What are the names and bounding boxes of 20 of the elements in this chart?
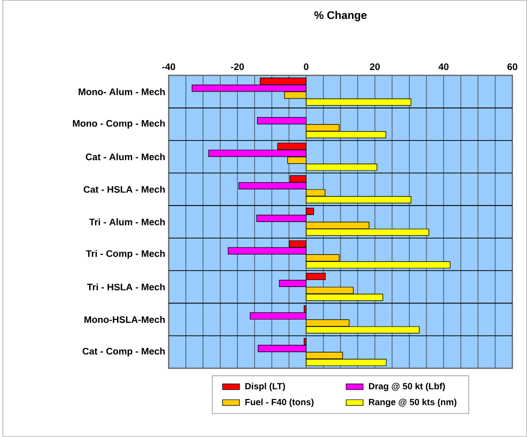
legend-label: Fuel - F40 (tons) [245,398,314,408]
x-tick-label: -40 [162,64,176,70]
x-tick-label: 60 [507,64,518,70]
y-tick-label: Cat - Alum - Mech [86,153,165,160]
y-tick-label: Tri - Alum - Mech [89,218,165,226]
y-tick-label: Mono-HSLA-Mech [84,316,165,324]
legend-label: Drag @ 50 kt (Lbf) [368,382,445,392]
y-tick-label: Mono- Alum - Mech [78,88,165,96]
legend-label: Displ (LT) [245,382,285,392]
legend-label: Range @ 50 kts (nm) [368,398,456,408]
y-tick-label: Cat - Comp - Mech [82,348,165,357]
y-tick-label: Cat - HSLA - Mech [84,186,165,193]
x-tick-label: 40 [438,64,449,70]
y-tick-label: Tri - Comp - Mech [86,250,165,259]
chart-title: % Change [314,11,367,22]
x-tick-label: 20 [370,64,380,70]
y-tick-label: Tri - HSLA - Mech [87,284,165,291]
y-tick-label: Mono - Comp - Mech [72,120,165,129]
x-tick-label: 0 [304,64,308,70]
x-tick-label: -20 [230,64,244,70]
